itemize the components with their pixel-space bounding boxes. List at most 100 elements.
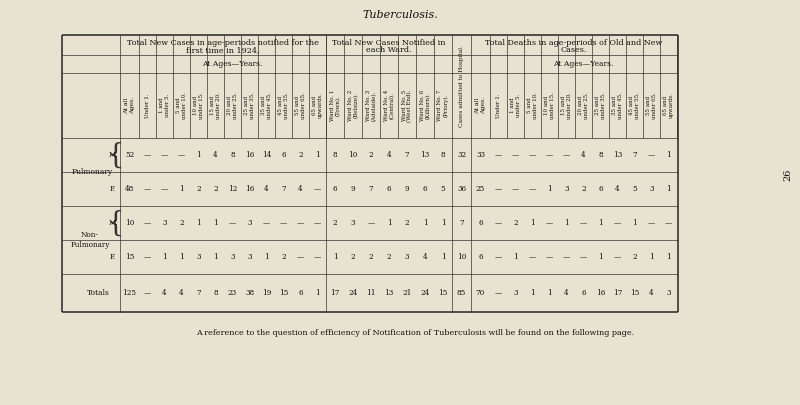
Text: 24: 24: [348, 289, 358, 297]
Text: 2: 2: [213, 185, 218, 193]
Text: 10: 10: [348, 151, 358, 159]
Text: —: —: [512, 185, 519, 193]
Text: At Ages—Years.: At Ages—Years.: [202, 60, 262, 68]
Text: 7: 7: [369, 185, 374, 193]
Text: At all
Ages.: At all Ages.: [475, 97, 486, 114]
Text: 6: 6: [478, 219, 483, 227]
Text: 45 and
under 55.: 45 and under 55.: [629, 92, 640, 119]
Text: 1: 1: [196, 219, 201, 227]
Text: 38: 38: [245, 289, 254, 297]
Text: —: —: [665, 219, 672, 227]
Text: {: {: [106, 209, 124, 237]
Text: 9: 9: [350, 185, 355, 193]
Text: 1: 1: [547, 185, 552, 193]
Text: —: —: [495, 185, 502, 193]
Text: 1: 1: [315, 289, 320, 297]
Text: 19: 19: [262, 289, 271, 297]
Text: F.: F.: [110, 185, 116, 193]
Text: 1: 1: [196, 151, 201, 159]
Text: 23: 23: [228, 289, 237, 297]
Text: 33: 33: [476, 151, 485, 159]
Text: 7: 7: [281, 185, 286, 193]
Text: 3: 3: [350, 219, 355, 227]
Text: Total New Cases Notified in: Total New Cases Notified in: [332, 39, 446, 47]
Text: —: —: [263, 219, 270, 227]
Text: 6: 6: [581, 289, 586, 297]
Text: 7: 7: [405, 151, 410, 159]
Text: 1: 1: [213, 219, 218, 227]
Text: 1: 1: [530, 289, 535, 297]
Text: 6: 6: [333, 185, 338, 193]
Text: 2: 2: [350, 253, 355, 261]
Text: Non-
Pulmonary: Non- Pulmonary: [70, 231, 110, 249]
Text: 4: 4: [162, 289, 167, 297]
Text: 32: 32: [457, 151, 466, 159]
Text: 48: 48: [125, 185, 134, 193]
Text: 2: 2: [513, 219, 518, 227]
Text: —: —: [546, 219, 553, 227]
Text: 2: 2: [369, 253, 374, 261]
Text: —: —: [546, 151, 553, 159]
Text: 15: 15: [438, 289, 448, 297]
Text: 1: 1: [564, 219, 569, 227]
Text: 3: 3: [405, 253, 410, 261]
Text: 2: 2: [386, 253, 391, 261]
Text: Ward No. 4
(Central).: Ward No. 4 (Central).: [383, 90, 394, 121]
Text: 4: 4: [649, 289, 654, 297]
Text: Ward No. 5
(West End).: Ward No. 5 (West End).: [402, 90, 413, 121]
Text: 5 and
under 10.: 5 and under 10.: [176, 92, 187, 119]
Text: 65 and
upwards.: 65 and upwards.: [663, 93, 674, 118]
Text: 1: 1: [315, 151, 320, 159]
Text: At Ages—Years.: At Ages—Years.: [554, 60, 614, 68]
Text: 3: 3: [514, 289, 518, 297]
Text: 21: 21: [402, 289, 412, 297]
Text: 1: 1: [666, 253, 671, 261]
Text: 1: 1: [513, 253, 518, 261]
Text: Ward No. 6
(Kilburn).: Ward No. 6 (Kilburn).: [419, 90, 430, 121]
Text: 5 and
under 10.: 5 and under 10.: [527, 92, 538, 119]
Text: 5: 5: [632, 185, 637, 193]
Text: 45 and
under 55.: 45 and under 55.: [278, 92, 289, 119]
Text: —: —: [495, 219, 502, 227]
Text: 1: 1: [422, 219, 427, 227]
Text: 4: 4: [581, 151, 586, 159]
Text: 15 and
under 20.: 15 and under 20.: [210, 92, 221, 119]
Text: —: —: [529, 151, 536, 159]
Text: —: —: [546, 253, 553, 261]
Text: 16: 16: [245, 151, 254, 159]
Text: 15: 15: [630, 289, 639, 297]
Text: At all
Ages.: At all Ages.: [124, 97, 135, 114]
Text: Total Deaths in age-periods of Old and New: Total Deaths in age-periods of Old and N…: [486, 39, 662, 47]
Text: Cases admitted to Hospital.: Cases admitted to Hospital.: [459, 46, 464, 128]
Text: 1: 1: [649, 253, 654, 261]
Text: 20 and
under 25.: 20 and under 25.: [578, 92, 589, 119]
Text: 3: 3: [666, 289, 670, 297]
Text: 2: 2: [179, 219, 184, 227]
Text: 24: 24: [420, 289, 430, 297]
Text: 1: 1: [666, 151, 671, 159]
Text: 8: 8: [441, 151, 446, 159]
Text: F.: F.: [110, 253, 116, 261]
Text: 6: 6: [386, 185, 391, 193]
Text: —: —: [614, 253, 621, 261]
Text: 5: 5: [441, 185, 446, 193]
Text: —: —: [144, 151, 151, 159]
Text: 6: 6: [422, 185, 427, 193]
Text: 4: 4: [213, 151, 218, 159]
Text: 3: 3: [162, 219, 166, 227]
Text: 7: 7: [632, 151, 637, 159]
Text: 2: 2: [369, 151, 374, 159]
Text: —: —: [314, 219, 321, 227]
Text: 15: 15: [125, 253, 134, 261]
Text: —: —: [495, 289, 502, 297]
Text: —: —: [512, 151, 519, 159]
Text: 4: 4: [615, 185, 620, 193]
Text: 15: 15: [279, 289, 288, 297]
Text: —: —: [367, 219, 374, 227]
Text: 10: 10: [457, 253, 466, 261]
Text: 52: 52: [125, 151, 134, 159]
Text: 1: 1: [441, 253, 446, 261]
Text: —: —: [144, 185, 151, 193]
Text: Tuberculosis.: Tuberculosis.: [362, 10, 438, 20]
Text: —: —: [648, 219, 655, 227]
